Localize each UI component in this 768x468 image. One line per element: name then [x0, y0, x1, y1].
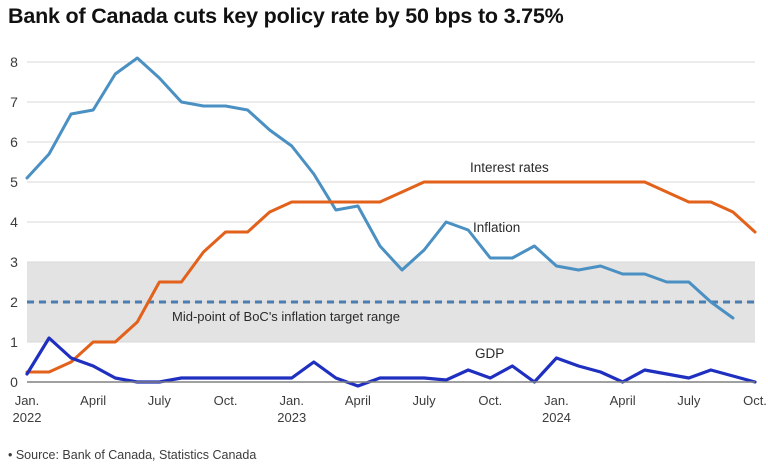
series-line-interest-rates: [25, 180, 757, 374]
chart-title: Bank of Canada cuts key policy rate by 5…: [8, 4, 564, 28]
label-inflation: Inflation: [473, 220, 520, 235]
y-axis-ticks: 0 1 2 3 4 5 6 7 8: [10, 54, 18, 390]
y-tick-label: 2: [10, 294, 18, 310]
label-gdp: GDP: [475, 346, 504, 361]
y-tick-label: 4: [10, 214, 18, 230]
x-tick-label: April: [610, 393, 636, 408]
series-annotations: Interest rates Inflation GDP Mid-point of B…: [172, 160, 549, 361]
y-tick-label: 6: [10, 134, 18, 150]
chart-area: 0 1 2 3 4 5 6 7 8 Jan. 2022 April July Oct. Jan. 2023 A…: [0, 40, 768, 440]
y-tick-label: 3: [10, 254, 18, 270]
x-tick-label: April: [80, 393, 106, 408]
y-tick-label: 1: [10, 334, 18, 350]
x-tick-label: Jan.: [544, 393, 569, 408]
x-tick-label: Jan.: [15, 393, 40, 408]
x-tick-label: Oct.: [214, 393, 238, 408]
x-tick-label: July: [148, 393, 172, 408]
x-tick-label: April: [345, 393, 371, 408]
y-tick-label: 5: [10, 174, 18, 190]
line-chart: 0 1 2 3 4 5 6 7 8 Jan. 2022 April July Oct. Jan. 2023 A…: [10, 54, 767, 425]
x-tick-year-label: 2022: [13, 410, 42, 425]
y-tick-label: 0: [10, 374, 18, 390]
x-tick-year-label: 2023: [277, 410, 306, 425]
y-tick-label: 8: [10, 54, 18, 70]
x-axis-ticks: Jan. 2022 April July Oct. Jan. 2023 April July Oc…: [13, 393, 767, 425]
x-tick-label: Oct.: [743, 393, 767, 408]
label-midpoint: Mid-point of BoC's inflation target rang…: [172, 309, 400, 324]
series-line-gdp: [25, 336, 757, 388]
source-note: • Source: Bank of Canada, Statistics Can…: [8, 448, 257, 462]
x-tick-label: Oct.: [478, 393, 502, 408]
label-interest-rates: Interest rates: [470, 160, 549, 175]
x-tick-label: Jan.: [279, 393, 304, 408]
x-tick-label: July: [677, 393, 701, 408]
x-tick-year-label: 2024: [542, 410, 571, 425]
x-tick-label: July: [413, 393, 437, 408]
y-tick-label: 7: [10, 94, 18, 110]
series-line-inflation: [25, 56, 735, 320]
